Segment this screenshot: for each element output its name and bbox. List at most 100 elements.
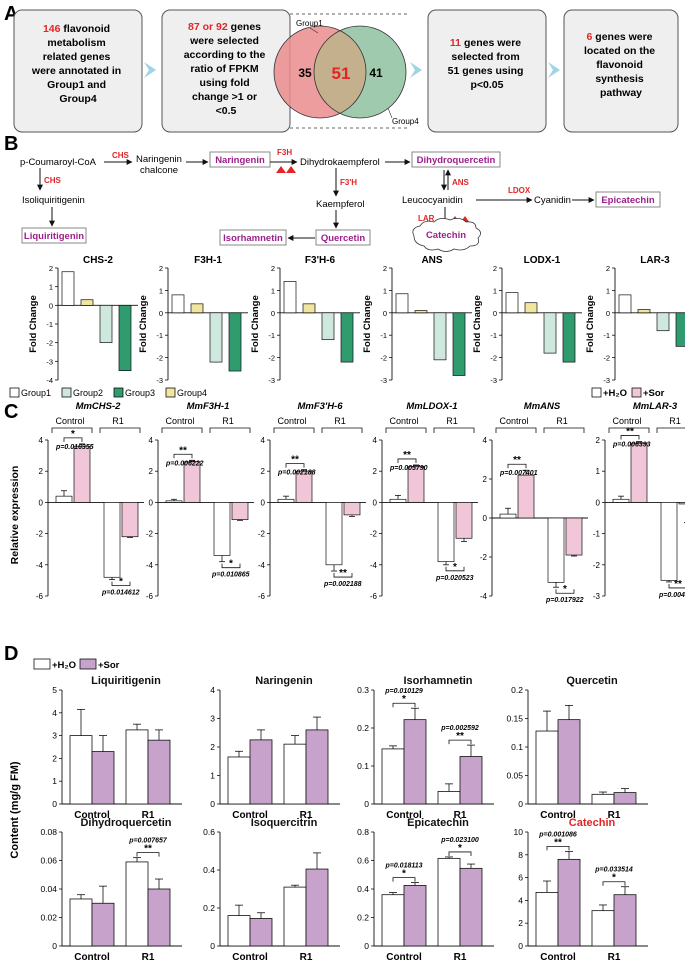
group-label-r1: R1 bbox=[669, 416, 681, 426]
y-tick-label: -2 bbox=[370, 530, 378, 539]
y-tick-label: -4 bbox=[370, 561, 378, 570]
legend-group1: Group1 bbox=[21, 388, 51, 398]
y-tick-label: -2 bbox=[36, 530, 44, 539]
chart-f3h-1: -3 -2 -1 0 1 2 F3H-1 Fold Change bbox=[138, 255, 248, 385]
legend-group4: Group4 bbox=[177, 388, 207, 398]
y-tick-label: 2 bbox=[210, 742, 215, 752]
p-value: p=0.005790 bbox=[389, 465, 428, 472]
y-tick-label: -2 bbox=[593, 561, 601, 570]
y-tick-label: 0.2 bbox=[203, 903, 215, 913]
bar-r1-h2o bbox=[591, 910, 615, 947]
group-bracket bbox=[385, 427, 427, 433]
step-4-text: pathway bbox=[600, 87, 642, 99]
y-tick-label: 0 bbox=[210, 799, 215, 809]
p-value: p=0.001086 bbox=[538, 831, 577, 838]
bar-r1-h2o bbox=[125, 861, 149, 947]
y-tick-label: 3 bbox=[210, 714, 215, 724]
chart-title: Epicatechin bbox=[407, 817, 469, 829]
step-2-number: 87 or 92 bbox=[188, 21, 228, 33]
sig-stars: * bbox=[458, 843, 462, 854]
y-tick-label: 0.06 bbox=[40, 856, 57, 866]
y-tick-label: 2 bbox=[52, 753, 57, 763]
p-value: p=0.017922 bbox=[545, 597, 584, 604]
y-tick-label: 0.2 bbox=[357, 913, 369, 923]
y-tick-label: 4 bbox=[518, 895, 523, 905]
y-tick-label: 0 bbox=[518, 799, 523, 809]
panel-c-label: C bbox=[4, 401, 18, 423]
x-tick-label: Control bbox=[540, 810, 576, 821]
y-axis-label: Fold Change bbox=[28, 295, 39, 353]
bar-r1-h2o bbox=[591, 793, 615, 805]
y-tick-label: 0 bbox=[39, 498, 44, 507]
sig-stars: * bbox=[402, 694, 406, 705]
chart-title: Liquiritigenin bbox=[91, 675, 161, 687]
bar-r1-h2o bbox=[283, 886, 307, 947]
y-tick-label: -1 bbox=[268, 331, 275, 340]
y-tick-label: -3 bbox=[380, 376, 387, 385]
y-tick-label: 0 bbox=[52, 941, 57, 951]
sig-bracket bbox=[63, 437, 83, 442]
bar-group4 bbox=[414, 310, 428, 314]
chart-lodx-1: -3 -2 -1 0 1 2 LODX-1 Fold Change bbox=[472, 255, 582, 385]
group-label-r1: R1 bbox=[556, 416, 568, 426]
bar-control-sor bbox=[403, 719, 427, 805]
group-bracket bbox=[99, 427, 141, 433]
y-tick-label: 2 bbox=[149, 467, 154, 476]
y-tick-label: -4 bbox=[258, 561, 266, 570]
x-tick-label: R1 bbox=[454, 810, 467, 821]
y-tick-label: 4 bbox=[149, 436, 154, 445]
step-4-text: located on the bbox=[584, 45, 655, 57]
sig-stars: * bbox=[71, 429, 75, 440]
y-tick-label: -3 bbox=[46, 357, 53, 366]
y-tick-label: 10 bbox=[514, 827, 524, 837]
step-2-text: were selected bbox=[189, 35, 259, 47]
y-tick-label: 2 bbox=[383, 264, 387, 273]
chart-title: ANS bbox=[421, 255, 442, 266]
y-tick-label: -3 bbox=[268, 376, 275, 385]
chart-mmlar-3: -3 -2 -1 0 1 2 MmLAR-3 Control R1 ** p=0.006393 ** p… bbox=[593, 401, 685, 601]
y-tick-label: 0 bbox=[159, 309, 163, 318]
sig-bracket bbox=[668, 583, 685, 589]
y-tick-label: 0 bbox=[383, 309, 387, 318]
y-tick-label: 4 bbox=[261, 436, 266, 445]
y-tick-label: 0 bbox=[493, 309, 497, 318]
y-tick-label: -2 bbox=[146, 530, 154, 539]
y-tick-label: 0.1 bbox=[357, 761, 369, 771]
chart-title: MmF3H-1 bbox=[187, 401, 230, 412]
group-bracket bbox=[608, 427, 650, 433]
bar-control-h2o bbox=[227, 756, 251, 805]
group-label-control: Control bbox=[389, 416, 418, 426]
chart-title: Naringenin bbox=[255, 675, 313, 687]
chart-quercetin: 0 0.05 0.1 0.15 0.2 Quercetin Control R1 bbox=[506, 675, 648, 821]
y-tick-label: 1 bbox=[49, 283, 53, 292]
compound-liquiritigenin: Liquiritigenin bbox=[24, 231, 84, 242]
enzyme-f3h: F3H bbox=[277, 148, 292, 157]
p-value: p=0.010129 bbox=[384, 688, 423, 695]
y-tick-label: 4 bbox=[52, 708, 57, 718]
step-3-number: 11 bbox=[450, 37, 461, 49]
x-tick-label: Control bbox=[232, 952, 268, 963]
chart-title: MmLAR-3 bbox=[633, 401, 678, 412]
sig-stars: * bbox=[612, 873, 616, 884]
bar-r1-h2o bbox=[437, 502, 455, 563]
bar-control-h2o bbox=[499, 513, 517, 519]
group-label-control: Control bbox=[499, 416, 528, 426]
bar-r1-sor bbox=[459, 756, 483, 805]
step-2-text: change >1 or bbox=[192, 91, 257, 103]
sig-stars: ** bbox=[403, 450, 411, 461]
y-tick-label: 4 bbox=[483, 436, 488, 445]
bar-r1-h2o bbox=[125, 729, 149, 805]
bar-control-sor bbox=[630, 442, 648, 503]
sig-bracket bbox=[397, 458, 417, 463]
bar-group1 bbox=[505, 292, 519, 314]
sig-stars: ** bbox=[291, 455, 299, 466]
y-tick-label: 0 bbox=[149, 498, 154, 507]
panel-d-legend: +H₂O +Sor bbox=[33, 658, 120, 671]
bar-control-h2o bbox=[165, 500, 183, 503]
p-value: p=0.033514 bbox=[594, 867, 633, 874]
p-value: p=0.006393 bbox=[612, 442, 651, 449]
chart-title: Catechin bbox=[569, 817, 616, 829]
sig-stars: ** bbox=[456, 731, 464, 742]
bar-r1-h2o bbox=[283, 743, 307, 805]
chart-title: Quercetin bbox=[566, 675, 618, 687]
